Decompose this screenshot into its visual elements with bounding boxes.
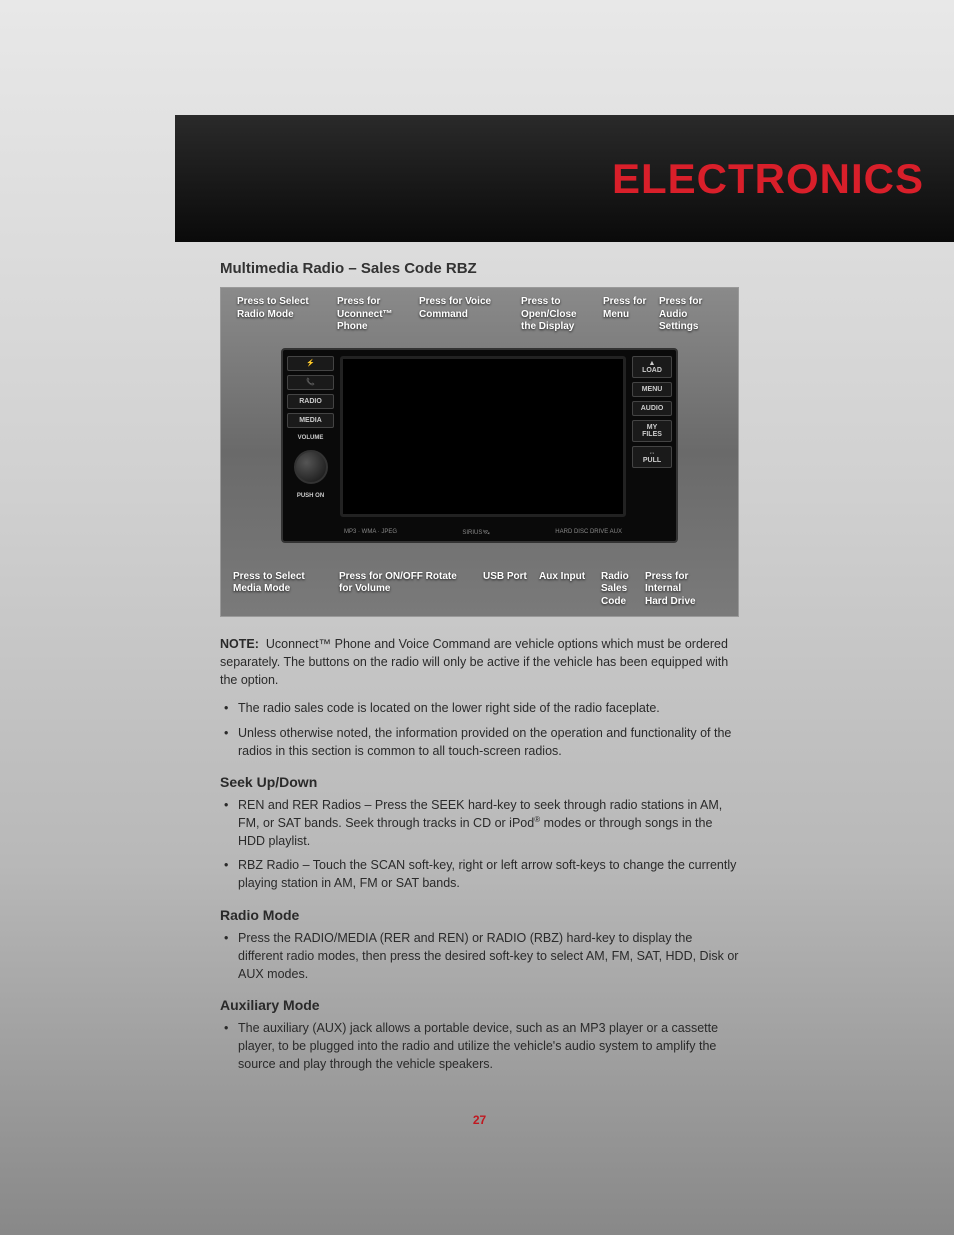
push-on-label: PUSH ON [287, 490, 334, 502]
radio-diagram: Press to Select Radio Mode Press for Ucon… [220, 287, 739, 617]
callout: Press for Menu [599, 296, 655, 334]
callout: Press for Uconnect™ Phone [333, 296, 411, 334]
callout: Press for Voice Command [415, 296, 505, 334]
callouts-top: Press to Select Radio Mode Press for Ucon… [221, 296, 738, 334]
bullet-item: RBZ Radio – Touch the SCAN soft-key, rig… [238, 856, 739, 892]
radio-right-column: ▲ LOAD MENU AUDIO MY FILES ⇔ PULL [628, 350, 676, 541]
bullet-item: The radio sales code is located on the l… [238, 699, 739, 717]
usb-port[interactable]: ⇔ PULL [632, 446, 672, 468]
callout: Press for ON/OFF Rotate for Volume [335, 571, 465, 609]
section-bullets: The auxiliary (AUX) jack allows a portab… [220, 1019, 739, 1073]
note-label: NOTE: [220, 637, 259, 651]
callouts-bottom: Press to Select Media ModePress for ON/O… [221, 571, 738, 609]
volume-knob[interactable] [294, 450, 328, 484]
section-bullets: REN and RER Radios – Press the SEEK hard… [220, 796, 739, 893]
radio-center: MP3 · WMA · JPEG SIRIUS🛰 HARD DISC DRIVE… [338, 350, 628, 541]
content-area: Multimedia Radio – Sales Code RBZ Press … [220, 260, 739, 1087]
radio-btn[interactable]: RADIO [287, 394, 334, 409]
callout: Press for Audio Settings [655, 296, 713, 334]
note-text: Uconnect™ Phone and Voice Command are ve… [220, 637, 728, 687]
phone-icon[interactable]: 📞 [287, 375, 334, 390]
touch-screen[interactable] [340, 356, 626, 517]
diagram-title: Multimedia Radio – Sales Code RBZ [220, 260, 739, 277]
radio-left-column: ⚡ 📞 RADIO MEDIA VOLUME PUSH ON [283, 350, 338, 541]
radio-bottom-bar: MP3 · WMA · JPEG SIRIUS🛰 HARD DISC DRIVE… [338, 523, 628, 541]
callout: Aux Input [535, 571, 591, 609]
callout: Radio Sales Code [597, 571, 639, 609]
callout: USB Port [479, 571, 533, 609]
note-paragraph: NOTE: Uconnect™ Phone and Voice Command … [220, 635, 739, 689]
section-bullets: Press the RADIO/MEDIA (RER and REN) or R… [220, 929, 739, 983]
bullet-item: REN and RER Radios – Press the SEEK hard… [238, 796, 739, 851]
load-btn[interactable]: ▲ LOAD [632, 356, 672, 378]
audio-btn[interactable]: AUDIO [632, 401, 672, 416]
header-band: ELECTRONICS [175, 115, 954, 242]
bullet-item: Press the RADIO/MEDIA (RER and REN) or R… [238, 929, 739, 983]
myfiles-btn[interactable]: MY FILES [632, 420, 672, 442]
hdd-aux-label: HARD DISC DRIVE AUX [555, 529, 622, 535]
section-heading: Seek Up/Down [220, 774, 739, 790]
section-heading: Auxiliary Mode [220, 997, 739, 1013]
bullet-item: The auxiliary (AUX) jack allows a portab… [238, 1019, 739, 1073]
section-heading: Radio Mode [220, 907, 739, 923]
volume-label: VOLUME [287, 432, 334, 444]
callout: Press for Internal Hard Drive [641, 571, 707, 609]
page-title: ELECTRONICS [612, 155, 924, 203]
callout: Press to Select Media Mode [229, 571, 329, 609]
page-number: 27 [220, 1113, 739, 1127]
formats-label: MP3 · WMA · JPEG [344, 529, 397, 535]
menu-btn[interactable]: MENU [632, 382, 672, 397]
media-btn[interactable]: MEDIA [287, 413, 334, 428]
radio-unit: ⚡ 📞 RADIO MEDIA VOLUME PUSH ON MP3 · WMA · JP… [281, 348, 678, 543]
intro-bullets: The radio sales code is located on the l… [220, 699, 739, 759]
voice-icon[interactable]: ⚡ [287, 356, 334, 371]
sirius-label: SIRIUS🛰 [462, 529, 490, 536]
bullet-item: Unless otherwise noted, the information … [238, 724, 739, 760]
callout: Press to Select Radio Mode [233, 296, 323, 334]
callout: Press to Open/Close the Display [517, 296, 593, 334]
sections: Seek Up/Down REN and RER Radios – Press t… [220, 774, 739, 1074]
